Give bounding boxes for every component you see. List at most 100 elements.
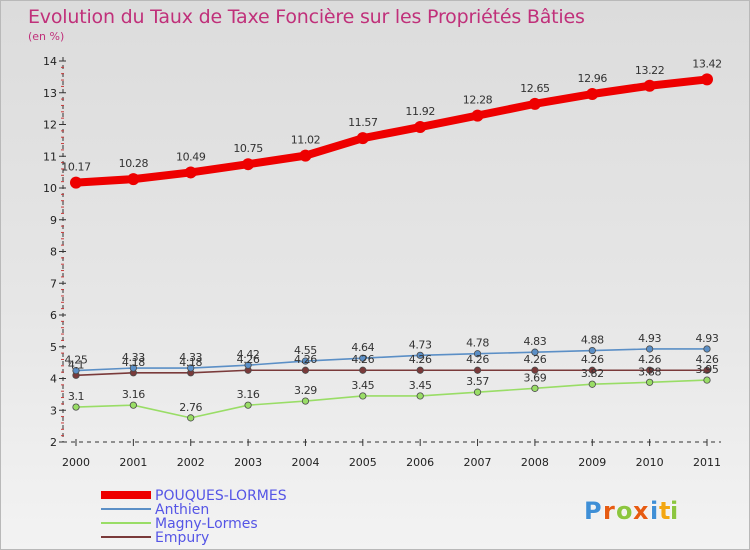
y-tick-label: 2 bbox=[50, 436, 57, 449]
data-label: 4.83 bbox=[523, 335, 546, 348]
data-point bbox=[359, 354, 367, 362]
data-point bbox=[701, 73, 713, 86]
data-label: 12.28 bbox=[463, 94, 493, 107]
y-tick-label: 8 bbox=[50, 246, 57, 259]
series-line-pouques-lormes bbox=[72, 75, 711, 187]
data-label: 4.18 bbox=[179, 356, 202, 369]
data-point bbox=[646, 345, 654, 353]
data-point bbox=[586, 88, 599, 101]
x-tick-label: 2000 bbox=[62, 456, 90, 469]
data-label: 4.33 bbox=[122, 351, 145, 364]
data-label: 3.69 bbox=[523, 371, 546, 384]
series-layer bbox=[70, 73, 713, 422]
data-label: 12.65 bbox=[520, 82, 550, 95]
data-label: 4.78 bbox=[466, 337, 489, 350]
data-labels-layer: 10.17 10.28 10.49 10.75 11.02 11.57 11.92 12.28… bbox=[61, 57, 722, 413]
data-point bbox=[703, 376, 711, 384]
data-label: 2.76 bbox=[179, 401, 202, 414]
logo-letter: i bbox=[670, 497, 678, 525]
chart-subtitle: (en %) bbox=[28, 30, 65, 43]
logo-letter: P bbox=[584, 497, 602, 525]
data-label: 4.73 bbox=[409, 338, 432, 351]
data-point bbox=[528, 97, 541, 110]
chart-title: Evolution du Taux de Taxe Foncière sur l… bbox=[28, 6, 585, 28]
data-label: 4.26 bbox=[523, 353, 546, 366]
legend-label: POUQUES-LORMES bbox=[155, 488, 287, 504]
data-label: 11.92 bbox=[405, 105, 435, 118]
data-point bbox=[72, 366, 80, 375]
data-label: 3.29 bbox=[294, 384, 317, 397]
data-label: 3.1 bbox=[68, 390, 84, 403]
data-point bbox=[416, 351, 424, 359]
data-point bbox=[129, 401, 137, 409]
data-label: 3.16 bbox=[122, 388, 145, 401]
data-label: 4.93 bbox=[638, 332, 661, 345]
data-point bbox=[703, 366, 711, 374]
series-line-anthien bbox=[75, 348, 708, 372]
data-label: 10.49 bbox=[176, 150, 206, 163]
x-tick-label: 2010 bbox=[636, 456, 664, 469]
x-tick-label: 2007 bbox=[464, 456, 492, 469]
data-point bbox=[359, 366, 367, 374]
data-label: 4.26 bbox=[409, 353, 432, 366]
data-label: 4.88 bbox=[581, 334, 604, 347]
data-label: 4.26 bbox=[294, 353, 317, 366]
data-label: 3.57 bbox=[466, 375, 489, 388]
x-tick-label: 2009 bbox=[578, 456, 606, 469]
data-point bbox=[244, 401, 252, 409]
data-point bbox=[471, 109, 484, 122]
data-point bbox=[359, 392, 367, 400]
data-label: 4.26 bbox=[466, 353, 489, 366]
data-label: 3.16 bbox=[237, 388, 260, 401]
y-tick-label: 6 bbox=[50, 309, 57, 322]
x-tick-label: 2006 bbox=[406, 456, 434, 469]
legend-label: Magny-Lormes bbox=[155, 516, 258, 532]
data-point bbox=[416, 366, 424, 374]
data-label: 4.93 bbox=[696, 332, 719, 345]
data-point bbox=[473, 388, 482, 396]
x-tick-label: 2002 bbox=[177, 456, 205, 469]
y-tick-label: 13 bbox=[43, 87, 57, 100]
legend-label: Empury bbox=[155, 530, 209, 546]
y-tick-label: 11 bbox=[43, 150, 57, 163]
data-point bbox=[588, 366, 596, 374]
data-label: 4.18 bbox=[122, 356, 145, 369]
data-label: 11.57 bbox=[348, 116, 378, 129]
data-label: 13.22 bbox=[635, 64, 665, 77]
data-label: 10.17 bbox=[61, 161, 91, 174]
axes: 2 3 4 5 6 7 8 9 10 11 12 13 14 2000 2001 2002 2003 2004 20… bbox=[43, 55, 721, 469]
data-point bbox=[588, 380, 596, 388]
data-point bbox=[299, 149, 312, 162]
data-label: 3.82 bbox=[581, 367, 604, 380]
data-point bbox=[301, 357, 310, 365]
y-tick-label: 4 bbox=[50, 373, 57, 386]
series-line-empury bbox=[75, 369, 708, 377]
data-label: 4.1 bbox=[68, 358, 84, 371]
y-tick-label: 10 bbox=[43, 182, 57, 195]
data-point bbox=[187, 414, 195, 422]
logo-letter: x bbox=[633, 497, 649, 525]
data-point bbox=[473, 350, 482, 358]
x-tick-label: 2005 bbox=[349, 456, 377, 469]
data-label: 3.88 bbox=[638, 365, 661, 378]
data-label: 4.25 bbox=[65, 354, 88, 367]
data-point bbox=[531, 384, 539, 392]
x-tick-label: 2003 bbox=[234, 456, 262, 469]
data-point bbox=[531, 348, 539, 356]
logo-letter: i bbox=[650, 497, 658, 525]
y-tick-label: 9 bbox=[50, 214, 57, 227]
data-point bbox=[129, 364, 137, 372]
data-label: 10.28 bbox=[119, 157, 149, 170]
data-point bbox=[242, 158, 255, 171]
data-point bbox=[70, 176, 82, 189]
data-point bbox=[588, 346, 596, 355]
data-label: 3.45 bbox=[409, 379, 432, 392]
data-point bbox=[646, 366, 654, 374]
x-tick-label: 2008 bbox=[521, 456, 549, 469]
data-label: 3.45 bbox=[351, 379, 374, 392]
y-tick-label: 12 bbox=[43, 119, 57, 132]
logo-letter: r bbox=[603, 497, 615, 525]
series-line-magny-lormes bbox=[75, 379, 708, 419]
